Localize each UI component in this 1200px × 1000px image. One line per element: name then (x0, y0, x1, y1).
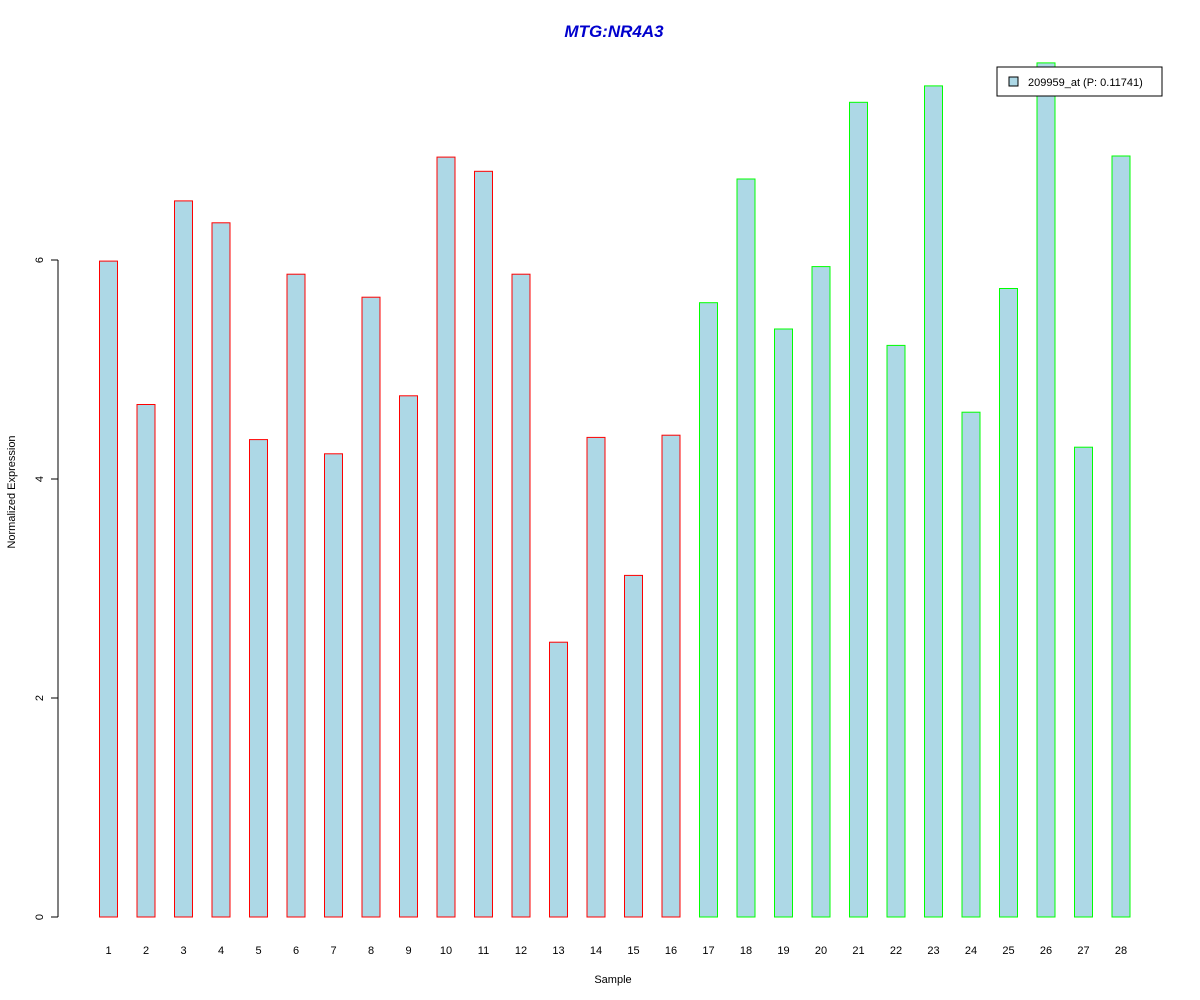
y-axis-title: Normalized Expression (6, 435, 18, 548)
x-tick-label: 1 (105, 945, 111, 957)
bar-sample-11 (474, 170, 493, 918)
bar-sample-26 (1036, 62, 1056, 918)
y-tick-label: 0 (34, 914, 46, 920)
x-tick-label: 7 (330, 945, 336, 957)
x-tick-label: 21 (852, 945, 864, 957)
x-tick-label: 6 (293, 945, 299, 957)
bar-sample-4 (211, 222, 231, 918)
x-tick-label: 10 (440, 945, 452, 957)
legend-box (996, 66, 1163, 97)
bar-sample-12 (511, 273, 531, 918)
x-tick-label: 19 (777, 945, 789, 957)
y-tick-label: 6 (34, 257, 46, 263)
bar-sample-27 (1074, 446, 1093, 918)
x-tick-label: 25 (1002, 945, 1014, 957)
bar-sample-2 (136, 404, 156, 918)
bar-sample-20 (811, 266, 831, 918)
x-tick-label: 22 (890, 945, 902, 957)
bar-sample-19 (774, 328, 793, 918)
x-tick-label: 24 (965, 945, 977, 957)
x-tick-label: 5 (255, 945, 261, 957)
bar-sample-7 (324, 453, 343, 918)
x-tick-label: 12 (515, 945, 527, 957)
bar-sample-1 (99, 260, 118, 918)
x-tick-label: 16 (665, 945, 677, 957)
x-tick-label: 23 (927, 945, 939, 957)
bar-sample-9 (399, 395, 418, 918)
x-tick-label: 11 (478, 945, 489, 957)
legend-swatch (1008, 76, 1019, 87)
bar-sample-28 (1111, 155, 1131, 918)
bar-sample-5 (249, 439, 268, 918)
x-tick-label: 4 (218, 945, 224, 957)
bar-sample-10 (436, 156, 456, 918)
x-tick-label: 2 (143, 945, 149, 957)
x-tick-label: 26 (1040, 945, 1052, 957)
x-tick-label: 13 (552, 945, 564, 957)
x-tick-label: 14 (590, 945, 602, 957)
x-tick-labels: 1 2 3 4 5 6 7 8 9 10 11 12 13 14 15 16 17 18 19 20 21 22 23 24 2… (105, 945, 1127, 957)
y-axis: 0 2 4 6 (34, 257, 59, 920)
x-tick-label: 8 (368, 945, 374, 957)
bar-sample-14 (586, 436, 606, 918)
x-tick-label: 9 (405, 945, 411, 957)
bar-sample-15 (624, 574, 643, 918)
bar-sample-13 (549, 641, 568, 918)
y-tick-label: 2 (34, 695, 46, 701)
x-tick-label: 17 (702, 945, 714, 957)
x-tick-label: 15 (627, 945, 639, 957)
x-tick-label: 3 (180, 945, 186, 957)
x-tick-label: 27 (1077, 945, 1089, 957)
legend: 209959_at (P: 0.11741) (996, 66, 1163, 97)
bar-sample-23 (924, 85, 943, 918)
x-tick-label: 18 (740, 945, 752, 957)
bar-sample-16 (661, 434, 681, 918)
y-tick-label: 4 (34, 476, 46, 482)
bar-sample-24 (961, 411, 981, 918)
bar-sample-6 (286, 273, 306, 918)
bar-sample-8 (361, 296, 381, 918)
x-tick-label: 20 (815, 945, 827, 957)
x-tick-label: 28 (1115, 945, 1127, 957)
bar-sample-17 (699, 302, 718, 918)
bar-sample-21 (849, 101, 868, 918)
x-axis-title: Sample (594, 974, 631, 986)
legend-entry-label: 209959_at (P: 0.11741) (1028, 77, 1143, 89)
chart-title: MTG:NR4A3 (564, 22, 664, 41)
bars-group (99, 62, 1131, 918)
bar-sample-3 (174, 200, 193, 918)
bar-sample-25 (999, 288, 1018, 918)
bar-sample-22 (886, 344, 906, 918)
bar-sample-18 (736, 178, 756, 918)
